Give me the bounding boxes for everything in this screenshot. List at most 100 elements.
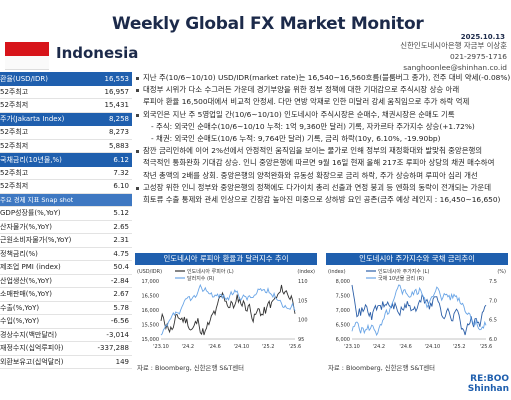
indicator-row: 주가(Jakarta Index) 8,258 [0, 112, 132, 126]
right-axis-label: (%) [497, 269, 506, 275]
indicator-value: 8,273 [108, 128, 129, 137]
commentary-line: - 채권: 외국인 순매도(10/6 누적: 9,764만 달러) 기록, 금리… [151, 134, 441, 144]
indicator-row: 재정수지(십억루피아) -337,288 [0, 342, 132, 356]
logo-line2: Shinhan [467, 384, 509, 394]
fx-chart-source: 자료 : Bloomberg, 신한은행 S&T센터 [137, 364, 245, 372]
left-tick-label: 16,000 [142, 308, 160, 314]
legend-label-1: 인도네시아 루피아 (L) [187, 268, 234, 275]
indicator-value: -6.56 [110, 317, 129, 326]
commentary-line: 적극적인 통화완화 기대감 상승. 인니 중앙은행에 따르면 9월 16일 현재… [143, 158, 495, 168]
commentary-line: 고성장 위한 인니 정부와 중앙은행의 정책에도 다가이치 총리 선출과 연정 … [135, 182, 511, 194]
indicator-row: 주요 경제 지표 Snap shot [0, 193, 132, 207]
contact-email[interactable]: sanghoonlee@shinhan.co.id [403, 63, 507, 72]
indicator-label: 제조업 PMI (index) [0, 263, 61, 272]
shinhan-logo: RE:BOO Shinhan [468, 374, 509, 394]
fx-chart-svg: (USD/IDR) (index) 인도네시아 루피아 (L)달러지수 (R) 17,… [137, 268, 315, 350]
country-name: Indonesia [56, 44, 139, 62]
indicator-row: 근원소비자물가(%,YoY) 2.31 [0, 234, 132, 248]
fx-chart-title: 인도네시아 루피아 환율과 달러지수 추이 [135, 253, 317, 265]
left-tick-label: 15,500 [142, 323, 160, 329]
series-line-1 [160, 284, 296, 336]
indicator-label: 수출(%,YoY) [0, 303, 40, 312]
right-tick-label: 105 [298, 298, 308, 304]
report-date: 2025.10.13 [460, 33, 505, 41]
indicator-row: 국채금리(10년물,%) 6.12 [0, 153, 132, 167]
commentary-line: 외국인은 지난 주 5영업일 간(10/6~10/10) 인도네시아 주식시장은… [135, 109, 511, 121]
indonesia-flag-icon [5, 42, 49, 70]
left-tick-label: 7,000 [336, 308, 350, 314]
left-tick-label: 15,000 [142, 337, 160, 343]
commentary-line: 희토류 수출 통제와 관세 인상으로 긴장감 높아진 미중으로 상하방 요인 공… [143, 195, 501, 205]
equity-bond-chart: 인도네시아 주가지수와 국채 금리추이 (index) (%) 인도네시아 주가지수… [326, 253, 508, 357]
commentary-line: 대정부 시위가 다소 수그러든 가운데 경기부양을 위한 정부 정책에 대한 기… [135, 84, 511, 96]
indicator-row: 제조업 PMI (index) 50.4 [0, 261, 132, 275]
contact-phone: 021-2975-1716 [449, 52, 507, 61]
indicator-row: 소매판매(%,YoY) 2.67 [0, 288, 132, 302]
x-tick-label: '23.10 [344, 344, 360, 350]
indicator-value: 4.75 [113, 249, 129, 258]
indicator-label: 정책금리(%) [0, 249, 38, 258]
series-line-2 [160, 283, 296, 336]
right-tick-label: 6.0 [489, 337, 497, 343]
contact-name: 신한인도네시아은행 자금부 이상훈 [400, 41, 507, 50]
indicator-label: 주요 경제 지표 Snap shot [0, 196, 74, 205]
indicator-value: 5.12 [113, 209, 129, 218]
indicator-value: 50.4 [113, 263, 129, 272]
x-tick-label: '23.10 [153, 344, 169, 350]
indicator-row: 52주최저 15,431 [0, 99, 132, 113]
indicator-label: 산업생산(%,YoY) [0, 276, 53, 285]
right-tick-label: 7.0 [489, 298, 497, 304]
indicator-value: 6.12 [113, 155, 129, 164]
commentary-line: 잠깐 금리인하에 이어 2%선에서 안정적인 움직임을 보이는 물가로 인해 정… [135, 145, 511, 157]
indicator-label: 국채금리(10년물,%) [0, 155, 62, 164]
indicator-row: 수입(%,YoY) -6.56 [0, 315, 132, 329]
indicator-value: 149 [115, 357, 129, 366]
indicator-value: -337,288 [97, 344, 129, 353]
legend-label-2: 국채 10년물 금리 (R) [378, 275, 424, 282]
commentary-line: 지난 주(10/6~10/10) USD/IDR(market rate)는 1… [135, 72, 511, 84]
x-tick-label: '25.6 [480, 344, 493, 350]
right-tick-label: 95 [298, 337, 304, 343]
left-tick-label: 6,000 [336, 337, 350, 343]
indicator-value: 16,957 [104, 87, 130, 96]
indicator-value: -2.84 [110, 276, 129, 285]
indicator-table: 환율(USD/IDR) 16,553 52주최고 16,957 52주최저 15,431 주… [0, 72, 132, 372]
legend-label-1: 인도네시아 주가지수 (L) [378, 268, 429, 275]
left-tick-label: 16,500 [142, 294, 160, 300]
commentary-line: 작년 총액의 2배를 상회. 중앙은행의 양적완화와 유동성 확장으로 금리 하… [143, 170, 478, 180]
indicator-row: GDP성장률(%,YoY) 5.12 [0, 207, 132, 221]
indicator-label: 환율(USD/IDR) [0, 74, 48, 83]
right-tick-label: 100 [298, 318, 308, 324]
x-tick-label: '24.10 [234, 344, 250, 350]
indicator-row: 52주최저 5,883 [0, 140, 132, 153]
left-tick-label: 6,500 [336, 323, 350, 329]
commentary-line: - 주식: 외국인 순매수(10/6~10/10 누적: 1억 9,360만 달… [151, 121, 475, 131]
indicator-value: 8,258 [108, 115, 129, 124]
left-tick-label: 7,500 [336, 294, 350, 300]
series-line-1 [351, 284, 487, 336]
indicator-value: 7.32 [113, 168, 129, 177]
equity-bond-chart-source: 자료 : Bloomberg, 신한은행 S&T센터 [328, 364, 436, 372]
indicator-row: 외환보유고(십억달러) 149 [0, 356, 132, 369]
indicator-label: 산자물가(%,YoY) [0, 222, 53, 231]
indicator-row: 경상수지(백만달러) -3,014 [0, 329, 132, 342]
right-axis-label: (index) [297, 269, 315, 275]
commentary-line: 루피아 환율 16,500대에서 비교적 안정세. 다만 연방 악재로 인한 미… [143, 97, 470, 107]
legend-label-2: 달러지수 (R) [187, 275, 214, 282]
equity-bond-chart-title: 인도네시아 주가지수와 국채 금리추이 [326, 253, 508, 265]
right-tick-label: 110 [298, 279, 308, 285]
indicator-value: 2.31 [113, 236, 129, 245]
indicator-label: 근원소비자물가(%,YoY) [0, 236, 72, 245]
indicator-row: 52주최고 7.32 [0, 167, 132, 180]
x-tick-label: '25.2 [453, 344, 466, 350]
indicator-row: 수출(%,YoY) 5.78 [0, 302, 132, 315]
indicator-value: 5.78 [113, 303, 129, 312]
x-tick-label: '24.10 [425, 344, 441, 350]
indicator-label: 외환보유고(십억달러) [0, 357, 64, 366]
left-axis-label: (index) [328, 269, 346, 275]
indicator-row: 52주최고 8,273 [0, 126, 132, 140]
indicator-row: 산업생산(%,YoY) -2.84 [0, 275, 132, 288]
indicator-value: -3,014 [106, 330, 129, 339]
right-tick-label: 7.5 [489, 279, 497, 285]
x-tick-label: '25.6 [289, 344, 302, 350]
